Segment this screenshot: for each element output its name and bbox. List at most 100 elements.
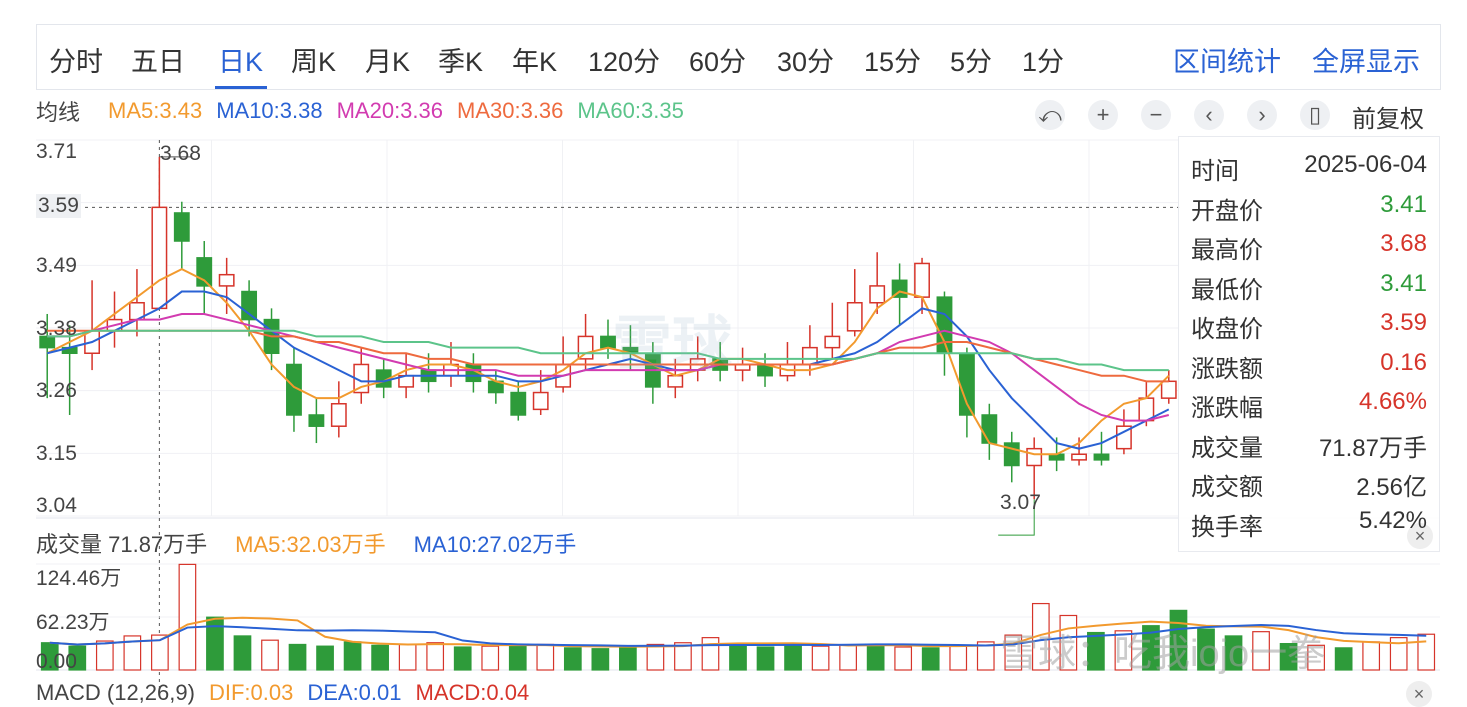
macd-value: MACD:0.04 (415, 680, 530, 705)
tab-15min[interactable]: 15分 (864, 47, 922, 77)
close-icon[interactable]: × (1406, 681, 1432, 707)
tab-30min[interactable]: 30分 (777, 47, 835, 77)
volume-bar (536, 643, 555, 671)
zoom-out-icon[interactable]: − (1141, 100, 1171, 130)
volume-bar (1389, 637, 1408, 671)
info-value: 2025-06-04 (1304, 151, 1427, 178)
candle-body (151, 206, 168, 310)
candle-body (824, 335, 841, 349)
candle-body (330, 403, 347, 427)
info-key: 换手率 (1191, 513, 1263, 541)
volume-bar (1224, 635, 1243, 671)
tab-rik[interactable]: 日K (218, 47, 264, 77)
info-key: 成交量 (1191, 434, 1263, 462)
volume-bar (1114, 630, 1133, 671)
info-key: 收盘价 (1191, 316, 1263, 343)
volume-bar (1197, 628, 1215, 671)
info-row: 最高价 3.68 (1191, 230, 1427, 266)
tab-jik[interactable]: 季K (438, 47, 484, 77)
volume-bar (453, 646, 472, 671)
volume-bar (95, 640, 114, 671)
info-row: 成交量 71.87万手 (1191, 428, 1427, 464)
info-key: 时间 (1191, 158, 1239, 185)
info-value: 4.66% (1358, 388, 1427, 415)
ma10-value: MA10:3.38 (216, 98, 323, 123)
ma-line-ma5 (46, 267, 1170, 456)
volume-bar (343, 641, 362, 671)
info-key: 涨跌幅 (1191, 395, 1263, 422)
info-row: 成交额 2.56亿 (1191, 467, 1427, 503)
next-icon[interactable]: › (1247, 100, 1277, 130)
ohlc-info-panel: × 时间 2025-06-04 开盘价 3.41 最高价 3.68 最低价 3.41 收盘价 3.… (1178, 136, 1440, 552)
volume-bar (1252, 631, 1270, 671)
tab-60min[interactable]: 60分 (689, 47, 747, 77)
volume-value: 成交量 71.87万手 (36, 532, 208, 557)
volume-legend: 成交量 71.87万手 MA5:32.03万手 MA10:27.02万手 (36, 527, 604, 559)
ma-legend-label: 均线 (36, 100, 81, 125)
volume-ma5: MA5:32.03万手 (235, 532, 386, 557)
volume-bar (206, 616, 224, 671)
prev-icon[interactable]: ‹ (1194, 100, 1224, 130)
price-tick-current: 3.59 (36, 194, 81, 218)
volume-bar (619, 646, 637, 671)
candle-body (1093, 453, 1110, 461)
info-value: 3.41 (1380, 190, 1427, 218)
ma30-value: MA30:3.36 (457, 98, 564, 123)
candle-body (846, 301, 863, 332)
info-value: 5.42% (1358, 506, 1427, 534)
ma-legend: 均线 MA5:3.43 MA10:3.38 MA20:3.36 MA30:3.3… (36, 96, 698, 126)
adjust-mode-button[interactable]: 前复权 (1352, 106, 1424, 133)
tab-fenshi[interactable]: 分时 (49, 47, 103, 77)
ma5-value: MA5:3.43 (108, 98, 203, 123)
tab-niank[interactable]: 年K (512, 47, 558, 77)
ma-line-ma60 (47, 329, 1169, 372)
tab-zhouk[interactable]: 周K (291, 47, 337, 77)
volume-bar (398, 643, 417, 671)
volume-ma10-line (49, 624, 1427, 647)
fullscreen-link[interactable]: 全屏显示 (1312, 47, 1420, 77)
tab-1min[interactable]: 1分 (1022, 47, 1065, 77)
undo-icon[interactable]: ⤺ (1035, 100, 1065, 130)
candle-body (801, 346, 818, 366)
price-tick: 3.38 (36, 317, 77, 340)
zoom-in-icon[interactable]: + (1088, 100, 1118, 130)
info-key: 开盘价 (1191, 197, 1263, 225)
volume-tick: 0.00 (36, 650, 77, 673)
low-annotation-line (998, 499, 1035, 536)
range-stats-link[interactable]: 区间统计 (1173, 47, 1281, 77)
close-icon[interactable]: × (1407, 523, 1433, 549)
macd-label: MACD (12,26,9) (36, 680, 195, 705)
volume-bar (1087, 631, 1105, 671)
candle-body (1160, 380, 1177, 399)
candle-body (510, 391, 527, 416)
active-tab-underline (215, 86, 267, 89)
ma-line-ma20 (47, 312, 1170, 422)
volume-bar (316, 645, 334, 671)
volume-bar (674, 642, 692, 671)
tab-5min[interactable]: 5分 (950, 47, 993, 77)
volume-bar (591, 648, 610, 671)
price-tick: 3.04 (36, 494, 77, 517)
bottom-watermark: 雪球：吃我iojo一拳 (1000, 633, 1326, 675)
volume-bar (949, 645, 968, 671)
price-tick: 3.49 (36, 254, 77, 277)
volume-bar (563, 647, 582, 671)
info-value: 0.16 (1380, 348, 1427, 376)
volume-bar (288, 643, 307, 671)
volume-tick: 124.46万 (36, 567, 122, 590)
tab-120min[interactable]: 120分 (588, 47, 661, 77)
volume-bar (784, 642, 802, 671)
volume-bar (178, 563, 197, 671)
volume-bar (701, 637, 720, 671)
candle-body (981, 414, 998, 444)
info-row: 最低价 3.41 (1191, 270, 1427, 306)
tab-yuek[interactable]: 月K (365, 47, 411, 77)
info-value: 2.56亿 (1356, 474, 1427, 501)
info-value: 3.68 (1380, 230, 1427, 257)
candle-body (869, 285, 886, 304)
tab-wuri[interactable]: 五日 (131, 47, 185, 77)
volume-bar (976, 641, 995, 671)
volume-ma5-line (49, 616, 1427, 648)
candle-style-icon[interactable]: ▯ (1300, 100, 1330, 130)
